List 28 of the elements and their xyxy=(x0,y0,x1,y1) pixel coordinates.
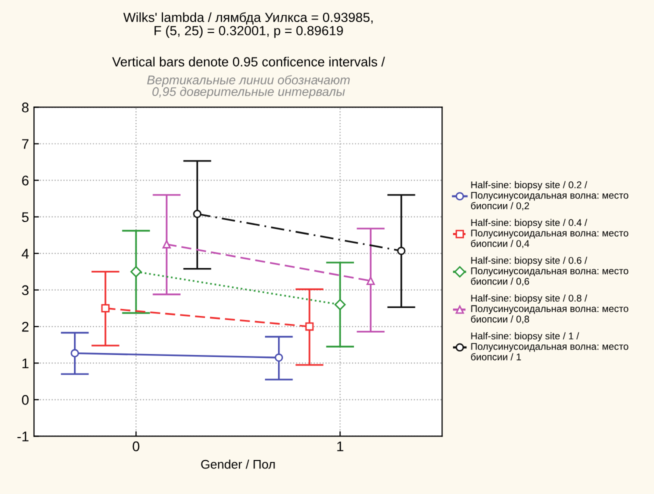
point xyxy=(162,240,171,248)
y-tick-label: 0 xyxy=(22,394,29,405)
y-tick-label: -1 xyxy=(17,432,28,442)
legend-label: Half-sine: biopsy site / 0.6 / Полусинусоидальная волна: место биопсии / 0,6 xyxy=(471,256,628,286)
y-tick-label: 4 xyxy=(22,248,29,258)
legend-label: Half-sine: biopsy site / 0.4 / Полусинусоидальная волна: место биопсии / 0,4 xyxy=(471,218,628,248)
point xyxy=(397,246,406,256)
chart-subtitle: Vertical bars denote 0.95 conficence intervals / Вертикальные линии обозначают 0,95 доверительные интервалы xyxy=(112,56,385,99)
point xyxy=(193,210,202,218)
point xyxy=(274,353,284,362)
legend-label: Half-sine: biopsy site / 0.2 / Полусинусоидальная волна: место биопсии / 0,2 xyxy=(471,181,628,210)
y-tick-label: 3 xyxy=(22,285,29,296)
legend-label: Half-sine: biopsy site / 1 / Полусинусоидальная волна: место биопсии / 1 xyxy=(471,332,628,360)
point xyxy=(70,349,79,358)
legend-label: Half-sine: biopsy site / 0.8 / Полусинусоидальная волна: место биопсии / 0,8 xyxy=(471,294,628,324)
y-tick-label: 5 xyxy=(22,212,29,222)
point xyxy=(334,298,346,310)
y-tick-label: 7 xyxy=(22,139,28,149)
point xyxy=(130,266,142,278)
point xyxy=(305,322,314,331)
y-tick-label: 2 xyxy=(22,322,28,332)
point xyxy=(101,304,110,312)
y-tick-label: 6 xyxy=(22,176,29,186)
chart-title: Wilks' lambda / лямбда Уилкса = 0.93985, F (5, 25) = 0.32001, p = 0.89619 xyxy=(123,12,373,38)
x-axis-title: Gender / Пол xyxy=(201,460,275,469)
point xyxy=(366,276,375,286)
y-tick-label: 1 xyxy=(22,358,28,368)
y-tick-label: 8 xyxy=(22,102,29,112)
